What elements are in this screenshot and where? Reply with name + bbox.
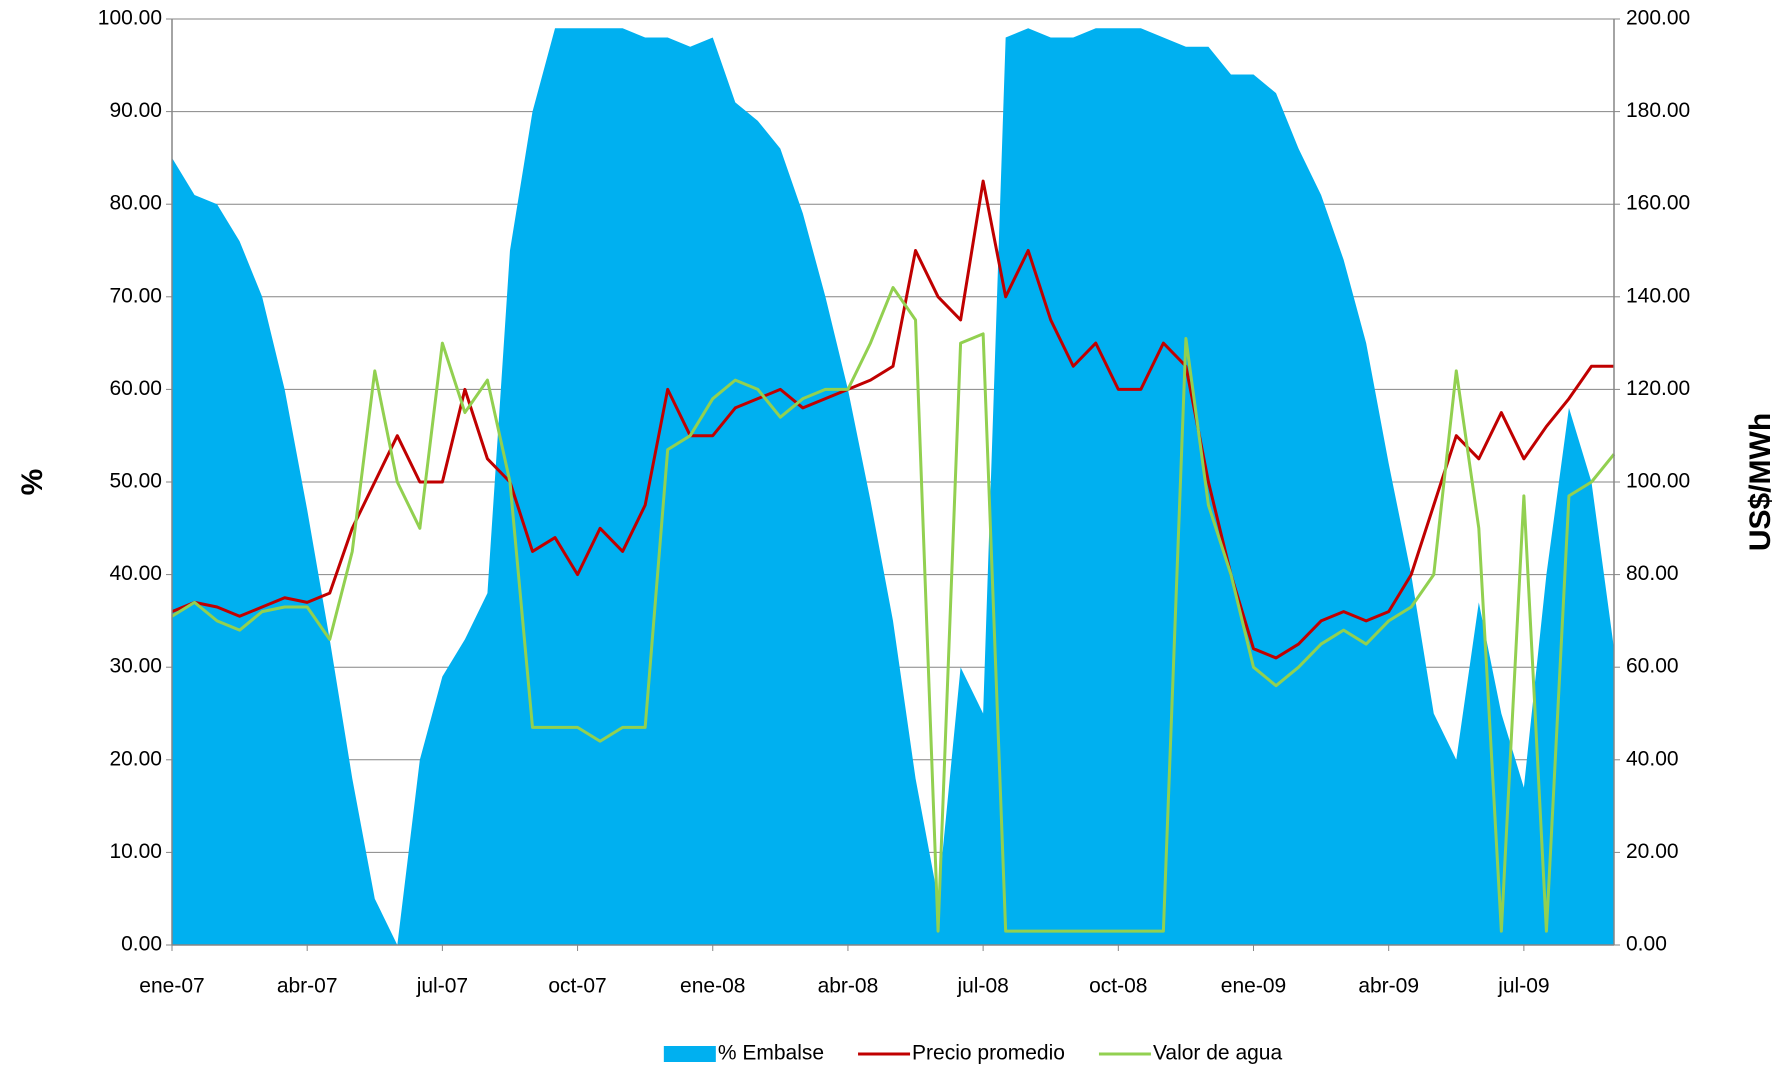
y2-tick-label: 20.00 xyxy=(1626,840,1679,863)
y2-tick-label: 200.00 xyxy=(1626,7,1690,30)
y2-tick-label: 0.00 xyxy=(1626,933,1667,956)
y-tick-label: 10.00 xyxy=(109,840,162,863)
y-tick-label: 20.00 xyxy=(109,747,162,770)
y2-tick-label: 100.00 xyxy=(1626,470,1690,493)
area xyxy=(172,28,1614,945)
y-axis-title: % xyxy=(16,469,49,496)
x-tick-label: jul-07 xyxy=(416,975,468,998)
y2-tick-label: 60.00 xyxy=(1626,655,1679,678)
y-tick-label: 70.00 xyxy=(109,284,162,307)
x-tick-label: abr-07 xyxy=(277,975,338,998)
line xyxy=(171,286,1616,933)
y-tick-label: 30.00 xyxy=(109,655,162,678)
x-tick-label: oct-07 xyxy=(548,975,606,998)
line xyxy=(171,179,1614,660)
y-tick-label: 50.00 xyxy=(109,470,162,493)
y2-tick-label: 140.00 xyxy=(1626,284,1690,307)
legend-swatch xyxy=(663,1046,716,1062)
legend-label: Precio promedio xyxy=(912,1042,1065,1065)
y2-tick-label: 40.00 xyxy=(1626,747,1679,770)
y-tick-label: 60.00 xyxy=(109,377,162,400)
y-tick-label: 90.00 xyxy=(109,99,162,122)
y2-tick-label: 180.00 xyxy=(1626,99,1690,122)
y-tick-label: 0.00 xyxy=(121,933,162,956)
y2-tick-label: 120.00 xyxy=(1626,377,1690,400)
x-tick-label: oct-08 xyxy=(1089,975,1147,998)
x-tick-label: jul-08 xyxy=(956,975,1008,998)
x-tick-label: jul-09 xyxy=(1497,975,1549,998)
y2-axis-title: US$/MWh xyxy=(1744,413,1777,551)
x-tick-label: abr-08 xyxy=(818,975,879,998)
x-tick-label: ene-09 xyxy=(1221,975,1286,998)
y2-tick-label: 80.00 xyxy=(1626,562,1679,585)
y-tick-label: 100.00 xyxy=(98,7,162,30)
y-tick-label: 40.00 xyxy=(109,562,162,585)
y-tick-label: 80.00 xyxy=(109,192,162,215)
y2-tick-label: 160.00 xyxy=(1626,192,1690,215)
x-tick-label: ene-07 xyxy=(139,975,204,998)
x-tick-label: abr-09 xyxy=(1358,975,1419,998)
x-tick-label: ene-08 xyxy=(680,975,745,998)
legend-label: Valor de agua xyxy=(1153,1042,1283,1065)
legend-label: % Embalse xyxy=(718,1042,824,1065)
